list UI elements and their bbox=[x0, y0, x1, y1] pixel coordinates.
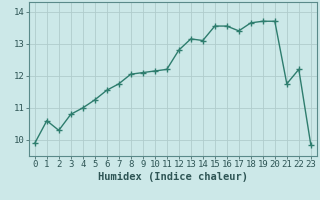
X-axis label: Humidex (Indice chaleur): Humidex (Indice chaleur) bbox=[98, 172, 248, 182]
